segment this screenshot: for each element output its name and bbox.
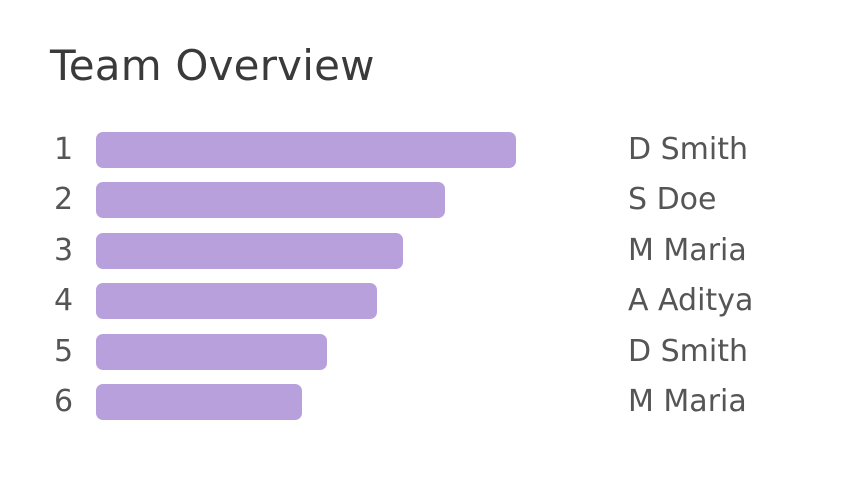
ranking-row: 6 M Maria (0, 384, 860, 434)
ranking-row: 1 D Smith (0, 132, 860, 182)
page-title: Team Overview (50, 41, 375, 90)
rank-number: 4 (54, 283, 74, 318)
rank-number: 1 (54, 132, 74, 167)
ranking-row: 3 M Maria (0, 233, 860, 283)
progress-bar (96, 334, 327, 370)
bar-track (96, 384, 616, 420)
bar-track (96, 283, 616, 319)
bar-track (96, 233, 616, 269)
bar-track (96, 182, 616, 218)
progress-bar (96, 233, 403, 269)
member-name: D Smith (628, 132, 749, 167)
progress-bar (96, 283, 377, 319)
rank-number: 6 (54, 384, 74, 419)
bar-track (96, 132, 616, 168)
rank-number: 3 (54, 233, 74, 268)
rank-number: 5 (54, 334, 74, 369)
ranking-row: 4 A Aditya (0, 283, 860, 333)
progress-bar (96, 384, 302, 420)
progress-bar (96, 182, 445, 218)
progress-bar (96, 132, 516, 168)
rank-number: 2 (54, 182, 74, 217)
bar-track (96, 334, 616, 370)
member-name: M Maria (628, 233, 747, 268)
member-name: M Maria (628, 384, 747, 419)
ranking-row: 5 D Smith (0, 334, 860, 384)
member-name: S Doe (628, 182, 717, 217)
member-name: D Smith (628, 334, 749, 369)
ranking-row: 2 S Doe (0, 182, 860, 232)
member-name: A Aditya (628, 283, 754, 318)
